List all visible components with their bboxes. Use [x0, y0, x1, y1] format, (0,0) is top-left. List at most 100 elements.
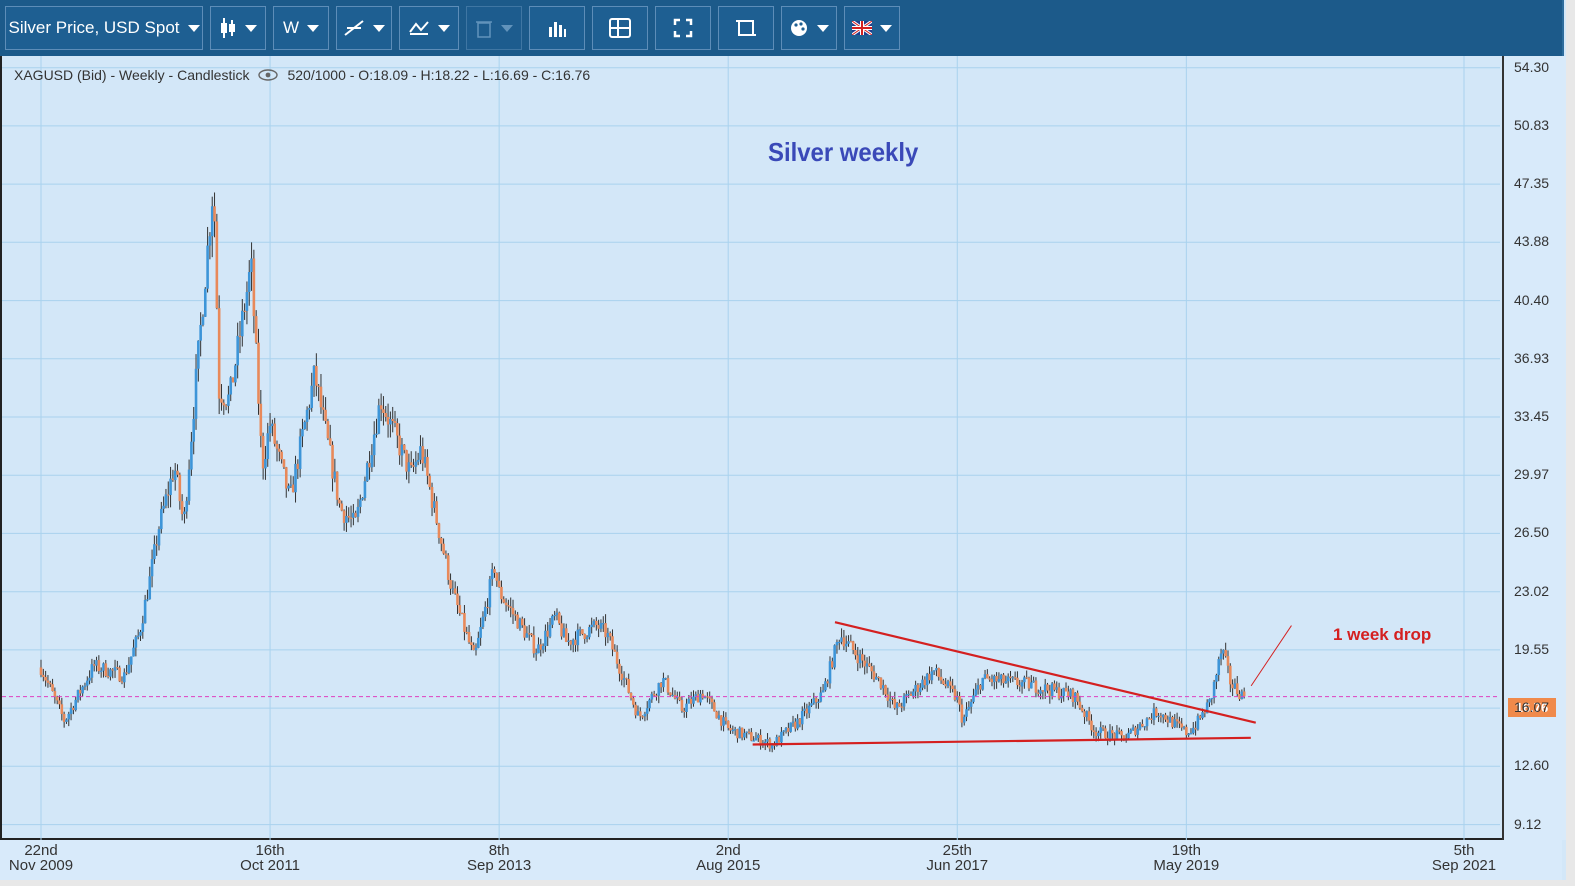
candle-body	[1198, 715, 1202, 719]
candle-body	[352, 512, 355, 518]
candle-body	[918, 687, 922, 692]
candle-body	[338, 499, 341, 504]
crosshair-button[interactable]	[592, 6, 648, 50]
candle-body	[949, 681, 952, 686]
chart-plot-area[interactable]	[0, 56, 1502, 840]
candle-body	[210, 206, 214, 237]
candle-body	[141, 623, 145, 632]
candle-body	[752, 740, 755, 742]
candle-body	[308, 407, 311, 410]
candle-body	[386, 416, 390, 425]
candle-body	[1090, 720, 1093, 731]
candle-body	[507, 605, 510, 607]
candle-body	[97, 660, 101, 672]
candle-body	[685, 703, 688, 712]
candle-body	[472, 645, 475, 651]
candle-body	[1194, 727, 1197, 730]
candle-body	[250, 258, 253, 273]
candle-body	[824, 681, 827, 691]
candle-body	[743, 732, 746, 738]
candle-body	[574, 639, 577, 646]
candle-body	[102, 663, 105, 671]
candle-body	[169, 478, 172, 496]
chevron-down-icon	[817, 24, 829, 32]
candle-body	[382, 409, 385, 413]
candle-body	[92, 664, 96, 666]
candle-body	[201, 316, 205, 325]
delete-drawings-button[interactable]	[466, 6, 522, 50]
candle-body	[361, 498, 364, 500]
language-selector[interactable]	[844, 6, 900, 50]
candle-body	[294, 463, 297, 493]
indicators-selector[interactable]	[399, 6, 459, 50]
candle-body	[1076, 692, 1079, 702]
chart-type-selector[interactable]	[210, 6, 266, 50]
eye-icon[interactable]	[257, 68, 279, 82]
fit-chart-button[interactable]	[718, 6, 774, 50]
candle-body	[562, 628, 566, 637]
candle-body	[488, 579, 492, 608]
candlestick-icon	[221, 18, 235, 38]
candle-body	[1120, 731, 1123, 736]
candle-body	[1178, 721, 1181, 724]
candle-body	[1235, 683, 1239, 694]
candle-body	[368, 462, 371, 468]
candle-body	[132, 647, 135, 657]
candle-body	[298, 436, 302, 469]
candle-body	[315, 365, 318, 386]
candle-body	[65, 719, 68, 722]
candle-body	[305, 409, 309, 422]
candle-body	[1023, 677, 1026, 683]
candle-body	[534, 653, 538, 655]
candle-body	[777, 736, 781, 743]
x-tick-label: 2nd Aug 2015	[678, 843, 778, 873]
candle-body	[1027, 677, 1031, 689]
candle-body	[1134, 727, 1137, 735]
candle-body	[1071, 689, 1075, 703]
volume-button[interactable]	[529, 6, 585, 50]
candle-body	[1064, 687, 1068, 692]
candle-body	[502, 599, 506, 603]
candle-body	[955, 696, 959, 700]
candle-body	[58, 700, 61, 705]
candle-body	[379, 405, 383, 410]
candle-body	[1215, 675, 1218, 682]
candle-body	[215, 221, 219, 309]
candle-body	[520, 618, 524, 626]
candle-body	[608, 633, 612, 637]
candle-body	[833, 645, 836, 668]
candle-body	[750, 732, 753, 741]
theme-selector[interactable]	[781, 6, 837, 50]
candle-body	[143, 599, 147, 624]
candle-body	[1143, 726, 1146, 728]
candle-body	[1030, 682, 1033, 689]
candle-body	[1117, 730, 1121, 732]
candle-body	[856, 655, 860, 664]
x-tick-month: Sep 2021	[1431, 857, 1497, 874]
time-axis[interactable]	[0, 840, 1562, 880]
x-tick-day: 16th	[255, 842, 285, 859]
candle-body	[888, 698, 892, 701]
candle-body	[104, 663, 108, 676]
timeframe-selector[interactable]: W	[273, 6, 329, 50]
candle-body	[79, 690, 82, 694]
candle-body	[504, 602, 508, 606]
drawing-tools-selector[interactable]	[336, 6, 392, 50]
candle-body	[160, 508, 163, 530]
candle-body	[634, 704, 637, 716]
instrument-selector[interactable]: Silver Price, USD Spot	[5, 6, 203, 50]
candle-body	[1009, 676, 1012, 679]
y-tick-label: 36.93	[1514, 349, 1550, 366]
candle-body	[1057, 687, 1061, 699]
candle-body	[442, 543, 445, 554]
candle-body	[1025, 677, 1028, 679]
candle-body	[407, 462, 411, 472]
candle-body	[678, 696, 681, 701]
y-tick-label: 12.60	[1514, 757, 1550, 774]
candle-body	[872, 671, 876, 680]
x-tick-label: 8th Sep 2013	[449, 843, 549, 873]
candle-body	[1168, 716, 1172, 723]
candle-body	[997, 679, 1001, 682]
candle-body	[775, 736, 779, 746]
fullscreen-button[interactable]	[655, 6, 711, 50]
